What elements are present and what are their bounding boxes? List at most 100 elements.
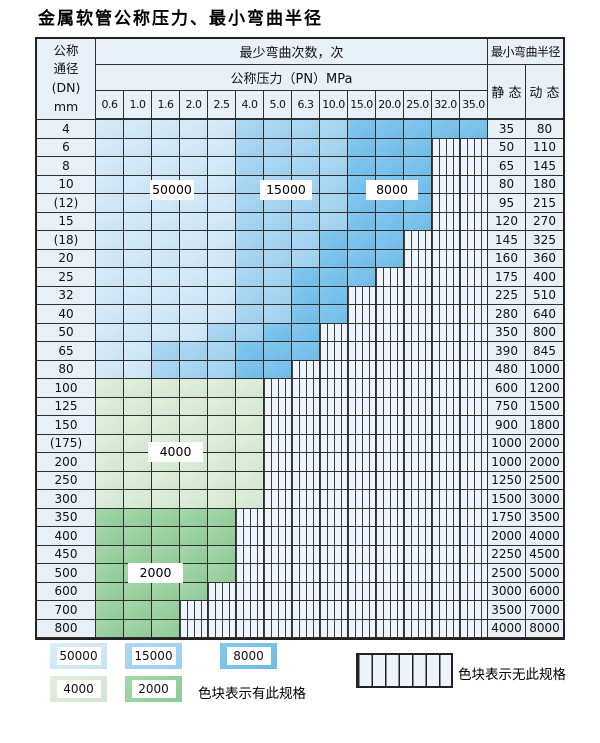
cell-no-spec bbox=[376, 360, 404, 379]
cell-no-spec bbox=[460, 138, 488, 157]
cell-no-spec bbox=[348, 545, 376, 564]
cell-no-spec bbox=[432, 194, 460, 213]
cell-no-spec bbox=[320, 601, 348, 620]
cell-spec-g-light bbox=[208, 416, 236, 435]
cell-no-spec bbox=[460, 268, 488, 287]
cell-spec-g-dark bbox=[152, 545, 180, 564]
row-dn-label: 25 bbox=[37, 268, 96, 287]
cell-spec-z-light bbox=[96, 212, 124, 231]
cell-no-spec bbox=[460, 397, 488, 416]
cell-spec-z-med bbox=[236, 323, 264, 342]
cell-no-spec bbox=[376, 619, 404, 638]
cell-no-spec bbox=[404, 231, 432, 250]
cell-spec-z-light bbox=[180, 157, 208, 176]
static-radius-value: 3500 bbox=[488, 601, 526, 620]
cell-no-spec bbox=[432, 342, 460, 361]
cell-spec-z-light bbox=[208, 305, 236, 324]
cell-spec-g-dark bbox=[96, 582, 124, 601]
legend-swatch-label: 2000 bbox=[131, 680, 176, 698]
cell-no-spec bbox=[404, 249, 432, 268]
cell-spec-z-light bbox=[152, 157, 180, 176]
cell-no-spec bbox=[404, 416, 432, 435]
cell-spec-g-light bbox=[152, 490, 180, 509]
cell-no-spec bbox=[264, 527, 292, 546]
cell-spec-z-med bbox=[292, 249, 320, 268]
dynamic-radius-value: 1000 bbox=[526, 360, 563, 379]
cell-spec-g-light bbox=[208, 397, 236, 416]
cell-no-spec bbox=[432, 323, 460, 342]
cell-spec-z-light bbox=[180, 286, 208, 305]
cell-no-spec bbox=[432, 434, 460, 453]
cell-spec-z-light bbox=[180, 231, 208, 250]
row-dn-label: 4 bbox=[37, 120, 96, 139]
cell-no-spec bbox=[432, 545, 460, 564]
cell-no-spec bbox=[432, 527, 460, 546]
pressure-col-5.0: 5.0 bbox=[264, 91, 292, 120]
cell-no-spec bbox=[376, 564, 404, 583]
cycle-count-label-8000: 8000 bbox=[366, 180, 418, 200]
row-dn-label: 20 bbox=[37, 249, 96, 268]
cell-spec-g-light bbox=[96, 379, 124, 398]
cell-spec-z-light bbox=[180, 268, 208, 287]
dynamic-radius-value: 3000 bbox=[526, 490, 563, 509]
legend-has-spec-text: 色块表示有此规格 bbox=[198, 686, 306, 702]
cell-spec-z-med bbox=[180, 360, 208, 379]
cell-spec-z-dark bbox=[320, 249, 348, 268]
cell-spec-z-dark bbox=[404, 157, 432, 176]
cell-no-spec bbox=[432, 286, 460, 305]
cell-spec-z-light bbox=[208, 175, 236, 194]
cell-no-spec bbox=[264, 582, 292, 601]
cell-no-spec bbox=[292, 416, 320, 435]
dynamic-radius-value: 3500 bbox=[526, 508, 563, 527]
cell-no-spec bbox=[432, 453, 460, 472]
cell-no-spec bbox=[404, 527, 432, 546]
cell-spec-z-light bbox=[208, 249, 236, 268]
legend-swatch-15000: 15000 bbox=[125, 643, 182, 669]
cell-no-spec bbox=[460, 471, 488, 490]
cell-spec-z-light bbox=[124, 360, 152, 379]
pressure-cycles-table: 公称 通径 (DN) mm 最少弯曲次数，次 最小弯曲半径 公称压力（PN）MP… bbox=[35, 37, 565, 640]
cell-no-spec bbox=[348, 619, 376, 638]
cell-no-spec bbox=[292, 471, 320, 490]
cell-spec-z-med bbox=[236, 286, 264, 305]
pressure-col-1.6: 1.6 bbox=[152, 91, 180, 120]
cell-no-spec bbox=[180, 601, 208, 620]
cell-no-spec bbox=[348, 527, 376, 546]
legend-no-spec-text: 色块表示无此规格 bbox=[458, 667, 566, 683]
cell-no-spec bbox=[460, 564, 488, 583]
static-radius-value: 2500 bbox=[488, 564, 526, 583]
cell-no-spec bbox=[348, 360, 376, 379]
cycles-header: 最少弯曲次数，次 bbox=[96, 39, 488, 65]
cell-no-spec bbox=[404, 453, 432, 472]
cell-no-spec bbox=[292, 527, 320, 546]
cell-no-spec bbox=[460, 286, 488, 305]
cell-no-spec bbox=[432, 212, 460, 231]
cell-no-spec bbox=[460, 305, 488, 324]
dynamic-radius-value: 110 bbox=[526, 138, 563, 157]
cell-no-spec bbox=[376, 471, 404, 490]
static-radius-value: 175 bbox=[488, 268, 526, 287]
cell-no-spec bbox=[348, 564, 376, 583]
page-title: 金属软管公称压力、最小弯曲半径 bbox=[38, 9, 323, 29]
cell-no-spec bbox=[236, 582, 264, 601]
row-dn-label: 6 bbox=[37, 138, 96, 157]
cell-spec-z-med bbox=[236, 194, 264, 213]
cell-no-spec bbox=[320, 434, 348, 453]
dynamic-radius-value: 8000 bbox=[526, 619, 563, 638]
cell-spec-z-dark bbox=[264, 360, 292, 379]
cell-spec-z-light bbox=[180, 305, 208, 324]
cell-spec-z-light bbox=[124, 268, 152, 287]
cell-spec-g-dark bbox=[152, 619, 180, 638]
cell-spec-z-med bbox=[236, 157, 264, 176]
cell-no-spec bbox=[348, 416, 376, 435]
cell-no-spec bbox=[348, 453, 376, 472]
cell-spec-g-light bbox=[236, 490, 264, 509]
cell-spec-z-med bbox=[236, 305, 264, 324]
cell-no-spec bbox=[404, 545, 432, 564]
cell-no-spec bbox=[432, 490, 460, 509]
dynamic-radius-value: 1500 bbox=[526, 397, 563, 416]
cell-no-spec bbox=[460, 582, 488, 601]
cell-spec-g-light bbox=[208, 471, 236, 490]
cell-no-spec bbox=[460, 453, 488, 472]
static-radius-value: 1750 bbox=[488, 508, 526, 527]
